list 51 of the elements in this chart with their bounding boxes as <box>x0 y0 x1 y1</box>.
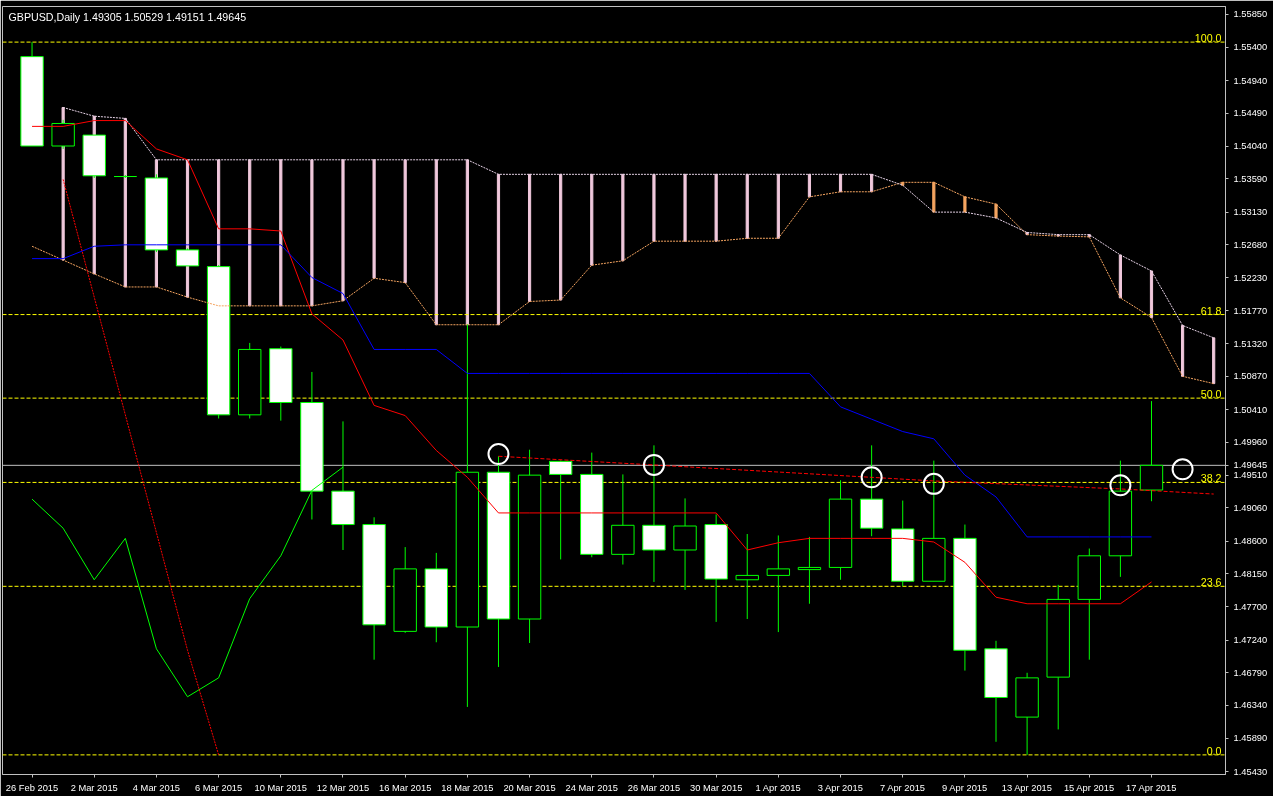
x-tick-label: 17 Apr 2015 <box>1126 782 1177 793</box>
y-tick-label: 1.49960 <box>1233 437 1268 448</box>
annotation: 61.8 <box>1200 304 1222 317</box>
y-tick-label: 1.45430 <box>1233 766 1268 777</box>
x-tick-label: 26 Feb 2015 <box>5 782 59 793</box>
annotation: 100.0 <box>1194 32 1222 45</box>
annotation: 23.6 <box>1200 576 1222 589</box>
y-tick-label: 1.46790 <box>1233 667 1268 678</box>
y-tick-label: 1.54490 <box>1233 108 1268 119</box>
x-tick-label: 16 Mar 2015 <box>379 782 432 793</box>
x-tick-label: 18 Mar 2015 <box>441 782 494 793</box>
x-tick-label: 20 Mar 2015 <box>503 782 556 793</box>
y-tick-label: 1.47700 <box>1233 601 1268 612</box>
x-tick-label: 9 Apr 2015 <box>942 782 988 793</box>
annotation: 0.0 <box>1206 744 1222 757</box>
y-tick-label: 1.53590 <box>1233 173 1268 184</box>
y-tick-label: 1.54940 <box>1233 75 1268 86</box>
y-tick-label: 1.47240 <box>1233 635 1268 646</box>
y-tick-label: 1.50870 <box>1233 371 1268 382</box>
x-tick-label: 1 Apr 2015 <box>755 782 801 793</box>
x-tick-label: 3 Apr 2015 <box>817 782 863 793</box>
y-tick-label: 1.52680 <box>1233 239 1268 250</box>
y-tick-label: 1.54040 <box>1233 141 1268 151</box>
y-tick-label: 1.49060 <box>1233 502 1268 513</box>
x-tick-label: 7 Apr 2015 <box>879 782 926 793</box>
y-tick-label: 1.50410 <box>1233 404 1268 415</box>
y-tick-label: 1.48150 <box>1233 568 1268 579</box>
x-tick-label: 2 Mar 2015 <box>70 782 118 793</box>
y-tick-label: 1.51320 <box>1233 338 1268 349</box>
y-tick-label: 1.55850 <box>1233 9 1268 20</box>
y-tick-label: 1.55400 <box>1233 42 1268 53</box>
y-tick-label: 1.45890 <box>1233 733 1268 744</box>
x-tick-label: 30 Mar 2015 <box>689 782 743 793</box>
annotation: 38.2 <box>1200 472 1222 485</box>
ref-line-label: 1.49645 <box>1233 460 1268 471</box>
y-tick-label: 1.53130 <box>1233 207 1268 218</box>
x-tick-label: 15 Apr 2015 <box>1063 782 1115 793</box>
x-tick-label: 13 Apr 2015 <box>1001 782 1053 793</box>
annotation: 50.0 <box>1200 388 1222 401</box>
x-tick-label: 12 Mar 2015 <box>316 782 370 793</box>
x-tick-label: 10 Mar 2015 <box>254 782 308 793</box>
x-tick-label: 4 Mar 2015 <box>132 782 181 793</box>
y-tick-label: 1.52230 <box>1233 272 1268 283</box>
x-tick-label: 6 Mar 2015 <box>195 782 243 793</box>
y-tick-label: 1.48600 <box>1233 536 1268 547</box>
x-tick-label: 24 Mar 2015 <box>565 782 618 793</box>
y-tick-label: 1.46340 <box>1233 700 1268 711</box>
y-tick-label: 1.49510 <box>1233 470 1268 481</box>
chart-title: GBPUSD,Daily 1.49305 1.50529 1.49151 1.49645 <box>8 10 247 23</box>
y-tick-label: 1.51770 <box>1233 305 1268 316</box>
x-tick-label: 26 Mar 2015 <box>627 782 681 793</box>
